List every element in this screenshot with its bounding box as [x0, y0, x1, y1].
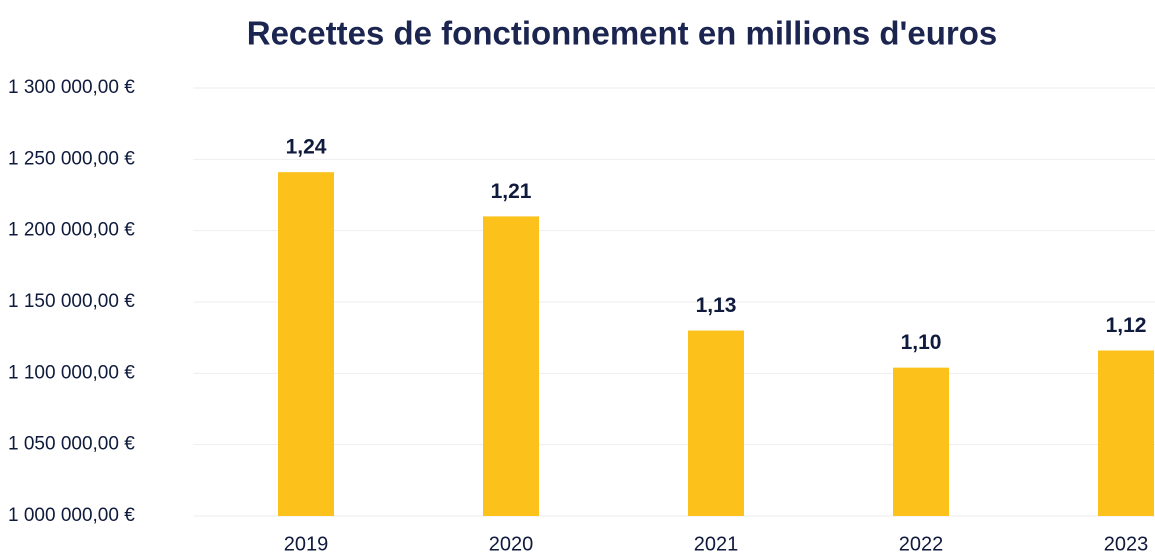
y-tick-label: 1 100 000,00 € [8, 362, 135, 383]
x-tick-label: 2022 [899, 533, 944, 555]
value-label: 1,10 [901, 331, 942, 354]
bar [1098, 350, 1154, 516]
bar [688, 330, 744, 516]
value-label: 1,21 [491, 180, 532, 203]
x-tick-label: 2023 [1104, 533, 1149, 555]
x-tick-label: 2021 [694, 533, 739, 555]
y-tick-label: 1 200 000,00 € [8, 220, 135, 241]
y-tick-label: 1 000 000,00 € [8, 505, 135, 526]
bar [278, 172, 334, 516]
y-tick-label: 1 150 000,00 € [8, 291, 135, 312]
bar [893, 367, 949, 516]
value-label: 1,24 [286, 136, 327, 159]
y-tick-label: 1 050 000,00 € [8, 434, 135, 455]
value-label: 1,12 [1106, 314, 1147, 337]
x-tick-label: 2020 [489, 533, 534, 555]
value-label: 1,13 [696, 294, 737, 317]
bar [483, 216, 539, 516]
y-tick-label: 1 250 000,00 € [8, 148, 135, 169]
x-tick-label: 2019 [284, 533, 329, 555]
chart-title: Recettes de fonctionnement en millions d… [247, 15, 997, 52]
y-tick-label: 1 300 000,00 € [8, 77, 135, 98]
